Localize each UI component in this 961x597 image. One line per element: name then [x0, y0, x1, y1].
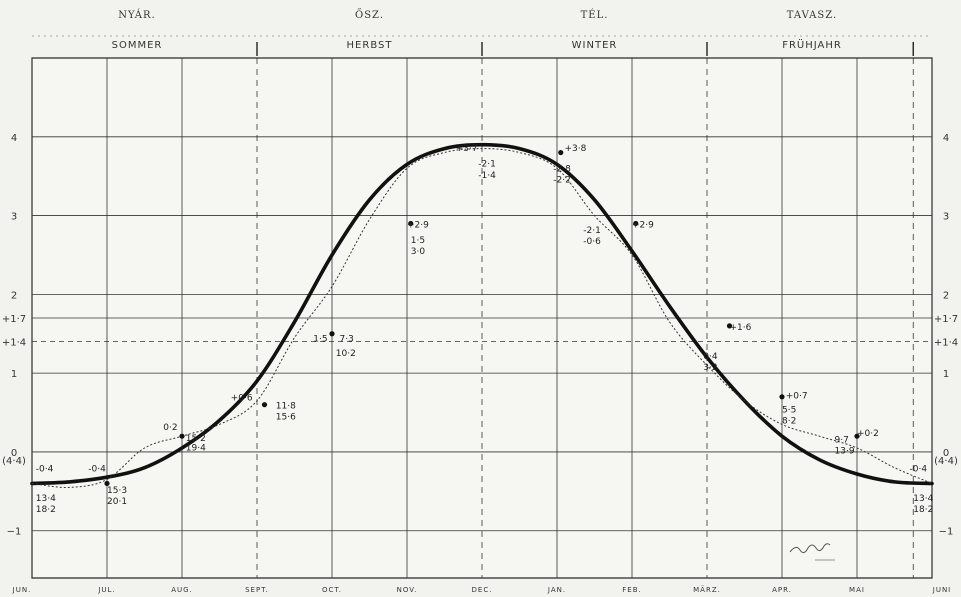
- annotation-label: 10·2: [336, 349, 356, 359]
- annotation-label: 1·5: [411, 236, 425, 246]
- series-line-thick: [30, 142, 934, 486]
- season-label-de: WINTER: [572, 40, 618, 51]
- annotation-label: +3·7: [456, 144, 478, 154]
- month-labels: JUN. JUL. AUG. SEPT. OCT. NOV. DEC. JAN. FEB. MÄR…: [12, 585, 952, 594]
- data-point: [261, 402, 268, 408]
- month-label: SEPT.: [245, 586, 269, 594]
- data-point: [179, 433, 185, 439]
- annotation-label: -2·1: [583, 226, 601, 236]
- month-label: JAN.: [547, 586, 566, 594]
- y-tick-label-left: 1: [11, 369, 17, 380]
- annotation-label: 18·2: [36, 505, 56, 515]
- annotation-label: 8·2: [782, 417, 796, 427]
- y-tick-labels: 4 4 3 3 2 2 +1·7 +1·7 +1·4 +1·4 1 1 0 0 −1 −1 (4·4) (4·4): [2, 133, 958, 538]
- y-tick-label-right: 2: [943, 290, 949, 301]
- annotation-label: 3·0: [411, 247, 426, 257]
- y-tick-label-left: 0: [11, 448, 17, 459]
- month-label: MAI: [849, 586, 865, 594]
- annotation-label: 1·5: [313, 335, 327, 345]
- annotation-label: 15·6: [276, 413, 296, 423]
- annotation-label: 5·5: [782, 406, 796, 416]
- annotation-label: -0·6: [583, 237, 601, 247]
- annotation-label: +2·9: [632, 220, 654, 230]
- data-point: [104, 480, 110, 487]
- month-label: FEB.: [622, 586, 641, 594]
- month-label: JUN.: [12, 586, 32, 594]
- season-label-de: SOMMER: [112, 40, 163, 51]
- annotation-label: -2·1: [478, 160, 496, 170]
- annotation-label: 9·7: [835, 435, 849, 445]
- annotation-label: +2·9: [407, 220, 429, 230]
- annotation-label: 18·2: [913, 505, 933, 515]
- annotation-label: +3·8: [565, 144, 587, 154]
- annotation-label: -0·4: [36, 465, 54, 475]
- y-tick-label-right: −1: [939, 527, 954, 538]
- y-tick-label-left: −1: [7, 527, 22, 538]
- data-point: [558, 149, 564, 156]
- season-label-hu: ŐSZ.: [355, 8, 384, 21]
- annotation-label: 15·3: [107, 486, 127, 496]
- month-label: JUL.: [97, 586, 115, 594]
- annotation-label: 19·4: [186, 443, 206, 453]
- annotation-label: 15·2: [186, 434, 206, 444]
- annotation-label: -0·4: [910, 465, 928, 475]
- month-label: JUNI: [932, 586, 952, 594]
- season-label-hu: TAVASZ.: [787, 10, 837, 21]
- y-tick-label-right: 3: [943, 212, 949, 223]
- data-point: [726, 323, 733, 329]
- annotation-label: -2·2: [553, 175, 571, 185]
- annotation-label: +1·6: [730, 323, 752, 333]
- annotation-label: 0·2: [163, 423, 177, 433]
- annotation-label: +0·2: [857, 429, 879, 439]
- y-tick-label-right: 1: [943, 369, 949, 380]
- month-label: MÄRZ.: [693, 585, 721, 594]
- annotation-label: 13·4: [913, 494, 933, 504]
- annotation-label: 3·2: [703, 363, 717, 373]
- month-label: AUG.: [171, 586, 193, 594]
- annotations: -0·413·418·2-0·415·320·10·215·219·4+0·61…: [36, 144, 934, 515]
- annotation-label: 11·8: [276, 402, 296, 412]
- month-label: OCT.: [322, 586, 342, 594]
- annotation-label: 20·1: [107, 497, 127, 507]
- annotation-label: +0·7: [786, 391, 808, 401]
- annotation-label: -0·4: [88, 465, 106, 475]
- month-label: APR.: [772, 586, 792, 594]
- data-point: [854, 433, 860, 439]
- data-points: [104, 149, 860, 487]
- month-label: NOV.: [397, 586, 418, 594]
- data-point: [779, 394, 785, 400]
- signature: [789, 543, 835, 561]
- annotation-label: 0·4: [703, 352, 718, 362]
- y-tick-label-right: 0: [943, 448, 949, 459]
- annotation-label: -2·8: [553, 164, 571, 174]
- y-tick-label-right: +1·4: [934, 338, 958, 349]
- season-label-hu: NYÁR.: [118, 9, 156, 21]
- y-tick-label-right: +1·7: [934, 314, 958, 325]
- grid: [31, 58, 933, 578]
- data-point: [329, 331, 335, 337]
- annotation-label: 7·3: [340, 335, 354, 345]
- season-labels: NYÁR. ŐSZ. TÉL. TAVASZ. SOMMER HERBST WINTER FR…: [32, 8, 932, 56]
- annotation-label: 13·4: [36, 494, 56, 504]
- y-tick-label-left: 4: [11, 133, 17, 144]
- y-tick-label-right: 4: [943, 133, 949, 144]
- annotation-label: +0·6: [231, 394, 253, 404]
- season-label-de: FRÜHJAHR: [782, 38, 842, 51]
- data-point: [408, 220, 414, 227]
- month-label: DEC.: [472, 586, 493, 594]
- y-tick-label-left: +1·7: [2, 314, 26, 325]
- season-label-hu: TÉL.: [581, 9, 609, 21]
- y-extra-label-left: (4·4): [2, 456, 26, 467]
- annotation-label: -1·4: [478, 171, 496, 181]
- y-extra-label-right: (4·4): [934, 456, 958, 467]
- y-tick-label-left: +1·4: [2, 338, 26, 349]
- data-point: [633, 220, 639, 227]
- season-label-de: HERBST: [347, 40, 393, 51]
- annotation-label: 13·9: [835, 447, 855, 457]
- y-tick-label-left: 3: [11, 212, 17, 223]
- y-tick-label-left: 2: [11, 290, 17, 301]
